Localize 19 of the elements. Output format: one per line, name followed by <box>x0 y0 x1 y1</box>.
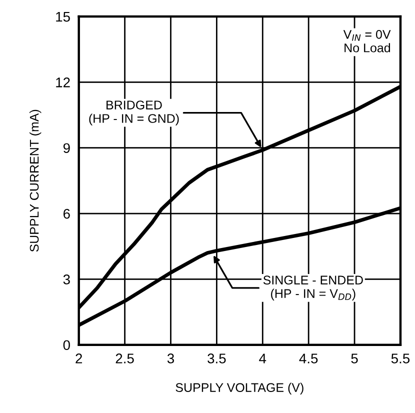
y-tick-label: 3 <box>63 274 70 284</box>
annotation: V$_{IN}$ = 0V No Load <box>343 30 391 52</box>
annotation: BRIDGED (HP - IN = GND) <box>89 100 179 126</box>
x-tick-label: 3.5 <box>208 354 226 364</box>
x-tick-label: 4.5 <box>299 354 318 364</box>
annotation: SINGLE - ENDED (HP - IN = V$_{DD}$) <box>263 276 363 300</box>
x-tick-label: 5.5 <box>391 354 410 364</box>
x-tick-label: 2.5 <box>116 354 134 364</box>
x-tick-label: 2 <box>76 354 82 364</box>
x-tick-label: 4 <box>259 354 266 364</box>
x-tick-label: 5 <box>351 354 358 364</box>
y-tick-label: 12 <box>56 78 70 88</box>
y-tick-label: 15 <box>56 12 70 22</box>
x-axis-title: SUPPLY VOLTAGE (V) <box>176 382 304 394</box>
y-tick-label: 9 <box>63 143 70 154</box>
y-axis-title: SUPPLY CURRENT (mA) <box>30 110 42 252</box>
y-tick-label: 0 <box>63 340 70 350</box>
y-tick-label: 6 <box>64 208 70 219</box>
x-tick-label: 3 <box>167 354 174 364</box>
